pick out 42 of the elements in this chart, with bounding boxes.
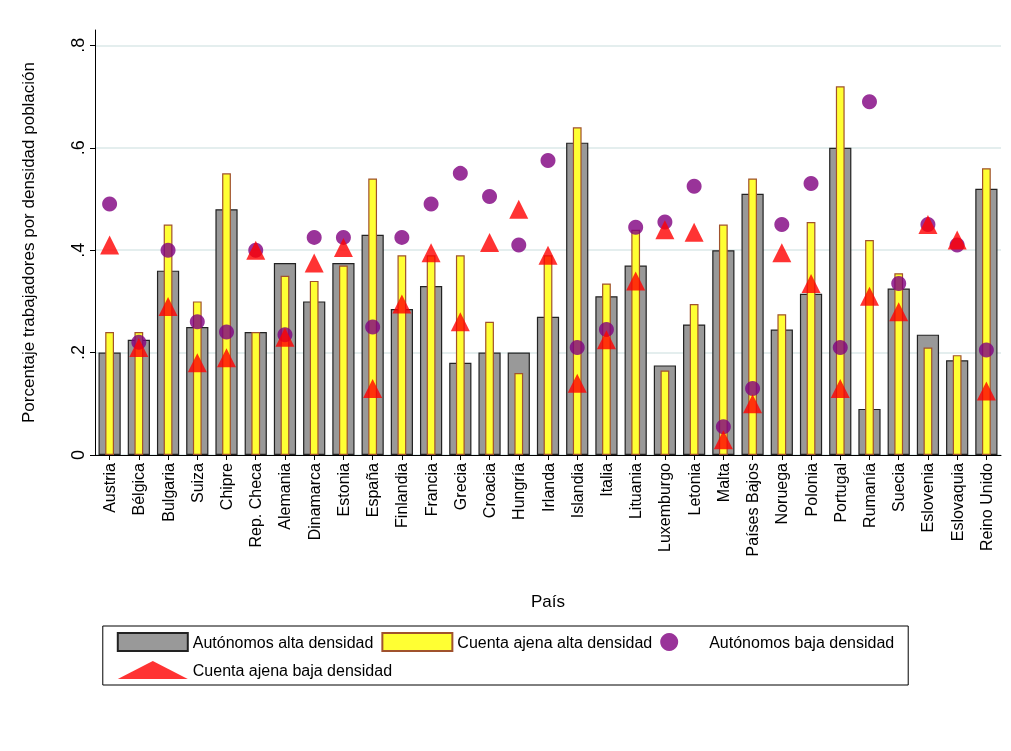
x-tick-label: Bélgica	[130, 462, 148, 516]
x-tick-label: Suiza	[188, 462, 206, 504]
y-axis-title: Porcentaje trabajadores por densidad población	[19, 61, 38, 424]
legend-label: Cuenta ajena alta densidad	[457, 633, 653, 651]
x-tick-label: Finlandia	[393, 462, 411, 528]
y-tick-label: .2	[68, 345, 88, 361]
x-tick-label: Chipre	[218, 462, 236, 511]
x-tick-label: Rep. Checa	[247, 462, 265, 548]
x-tick-label: Lituania	[627, 462, 645, 520]
x-axis-title: País	[530, 592, 566, 611]
x-tick-label: Irlanda	[539, 462, 557, 512]
x-tick-label: Croacia	[481, 462, 499, 519]
y-tick-label: .6	[68, 140, 88, 156]
x-tick-label: Malta	[714, 462, 732, 503]
x-tick-label: Polonia	[802, 462, 820, 517]
x-tick-label: Alemania	[276, 462, 294, 530]
x-tick-label: Suecia	[890, 462, 908, 512]
x-tick-label: Dinamarca	[305, 462, 323, 541]
x-tick-label: España	[364, 462, 382, 518]
x-tick-label: Países Bajos	[744, 463, 762, 557]
x-tick-label: Austria	[101, 462, 119, 513]
y-tick-label: .8	[68, 37, 88, 53]
x-tick-label: Rumanía	[860, 462, 878, 528]
x-tick-label: Grecia	[451, 462, 469, 511]
x-tick-label: Eslovenia	[919, 462, 937, 533]
x-tick-label: Islandia	[568, 462, 586, 519]
legend-label: Autónomos baja densidad	[709, 633, 895, 651]
x-tick-label: Noruega	[773, 462, 791, 525]
x-tick-label: Luxemburgo	[656, 462, 674, 552]
legend-label: Cuenta ajena baja densidad	[192, 661, 393, 679]
x-tick-label: Portugal	[831, 463, 849, 523]
legend-label: Autónomos alta densidad	[192, 633, 374, 651]
x-tick-label: Letonia	[685, 462, 703, 516]
x-tick-label: Hungría	[510, 462, 528, 520]
x-tick-label: Francia	[422, 462, 440, 517]
x-tick-label: Reino Unido	[977, 462, 995, 552]
y-tick-label: .4	[68, 242, 88, 258]
x-tick-label: Bulgaria	[159, 462, 177, 522]
y-tick-label: 0	[68, 449, 88, 461]
x-tick-label: Eslovaquia	[948, 462, 966, 542]
x-tick-label: Estonia	[334, 462, 352, 517]
x-tick-label: Italia	[597, 462, 615, 497]
